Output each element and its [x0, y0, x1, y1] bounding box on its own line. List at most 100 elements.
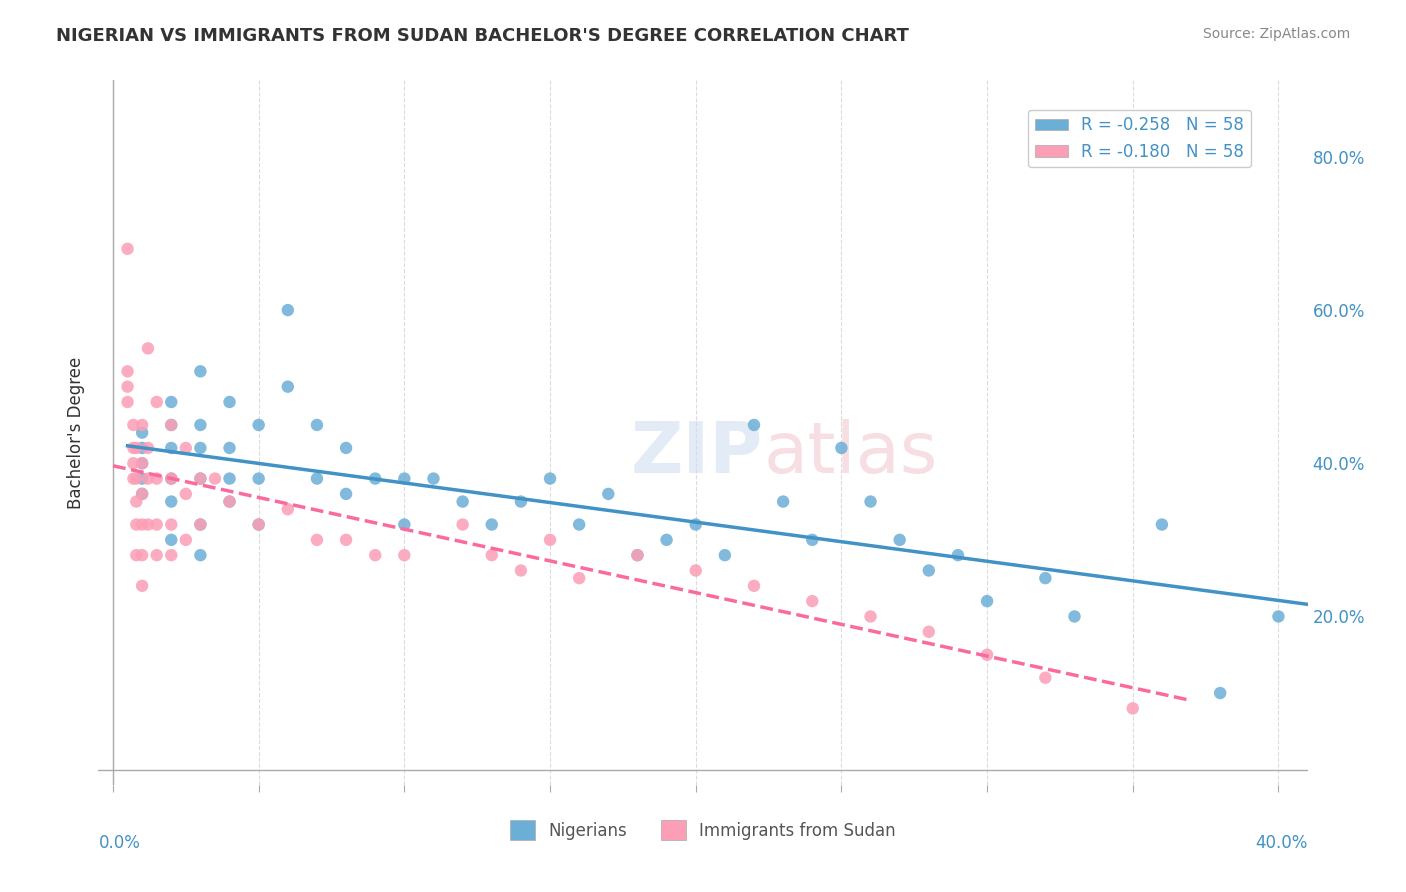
Point — [190, 472, 212, 486]
Point — [1267, 609, 1289, 624]
Point — [1033, 571, 1056, 585]
Point — [247, 517, 270, 532]
Point — [131, 517, 153, 532]
Point — [626, 548, 648, 562]
Point — [451, 517, 474, 532]
Point — [160, 417, 183, 432]
Point — [190, 517, 212, 532]
Point — [117, 242, 139, 256]
Point — [1122, 701, 1144, 715]
Point — [218, 441, 240, 455]
Point — [160, 441, 183, 455]
Point — [131, 441, 153, 455]
Point — [117, 395, 139, 409]
Point — [277, 379, 299, 393]
Point — [889, 533, 911, 547]
Point — [122, 456, 145, 470]
Point — [335, 487, 357, 501]
Point — [174, 533, 197, 547]
Point — [204, 472, 226, 486]
Point — [335, 533, 357, 547]
Point — [918, 624, 941, 639]
Point — [145, 517, 167, 532]
Point — [117, 364, 139, 378]
Point — [801, 533, 824, 547]
Point — [742, 417, 765, 432]
Point — [859, 609, 882, 624]
Point — [190, 517, 212, 532]
Point — [598, 487, 620, 501]
Point — [160, 472, 183, 486]
Text: NIGERIAN VS IMMIGRANTS FROM SUDAN BACHELOR'S DEGREE CORRELATION CHART: NIGERIAN VS IMMIGRANTS FROM SUDAN BACHEL… — [56, 27, 910, 45]
Point — [394, 548, 416, 562]
Point — [305, 417, 328, 432]
Point — [218, 494, 240, 508]
Point — [538, 472, 561, 486]
Point — [131, 487, 153, 501]
Point — [247, 472, 270, 486]
Point — [160, 533, 183, 547]
Point — [190, 441, 212, 455]
Point — [509, 494, 531, 508]
Text: ZIP: ZIP — [631, 419, 763, 488]
Point — [481, 548, 503, 562]
Point — [160, 517, 183, 532]
Point — [277, 502, 299, 516]
Point — [509, 564, 531, 578]
Point — [568, 517, 591, 532]
Point — [125, 441, 148, 455]
Point — [190, 364, 212, 378]
Legend: Nigerians, Immigrants from Sudan: Nigerians, Immigrants from Sudan — [503, 814, 903, 847]
Point — [131, 548, 153, 562]
Text: 0.0%: 0.0% — [98, 834, 141, 852]
Point — [131, 425, 153, 440]
Point — [247, 417, 270, 432]
Point — [218, 472, 240, 486]
Point — [830, 441, 852, 455]
Text: Source: ZipAtlas.com: Source: ZipAtlas.com — [1202, 27, 1350, 41]
Point — [190, 417, 212, 432]
Point — [145, 472, 167, 486]
Point — [145, 395, 167, 409]
Point — [247, 517, 270, 532]
Point — [305, 533, 328, 547]
Point — [1063, 609, 1085, 624]
Point — [160, 548, 183, 562]
Point — [174, 441, 197, 455]
Point — [136, 342, 159, 356]
Point — [568, 571, 591, 585]
Point — [122, 441, 145, 455]
Point — [538, 533, 561, 547]
Point — [125, 517, 148, 532]
Point — [1209, 686, 1232, 700]
Point — [122, 472, 145, 486]
Point — [190, 548, 212, 562]
Point — [125, 472, 148, 486]
Point — [131, 456, 153, 470]
Point — [946, 548, 969, 562]
Point — [918, 564, 941, 578]
Point — [772, 494, 794, 508]
Point — [125, 548, 148, 562]
Point — [394, 517, 416, 532]
Point — [218, 395, 240, 409]
Point — [131, 579, 153, 593]
Point — [160, 472, 183, 486]
Point — [277, 303, 299, 318]
Point — [131, 417, 153, 432]
Point — [976, 648, 998, 662]
Point — [335, 441, 357, 455]
Point — [131, 487, 153, 501]
Point — [160, 417, 183, 432]
Point — [685, 517, 707, 532]
Point — [422, 472, 444, 486]
Point — [136, 517, 159, 532]
Point — [122, 417, 145, 432]
Point — [394, 472, 416, 486]
Point — [1150, 517, 1173, 532]
Point — [655, 533, 678, 547]
Point — [136, 472, 159, 486]
Point — [160, 395, 183, 409]
Point — [481, 517, 503, 532]
Text: atlas: atlas — [763, 419, 938, 488]
